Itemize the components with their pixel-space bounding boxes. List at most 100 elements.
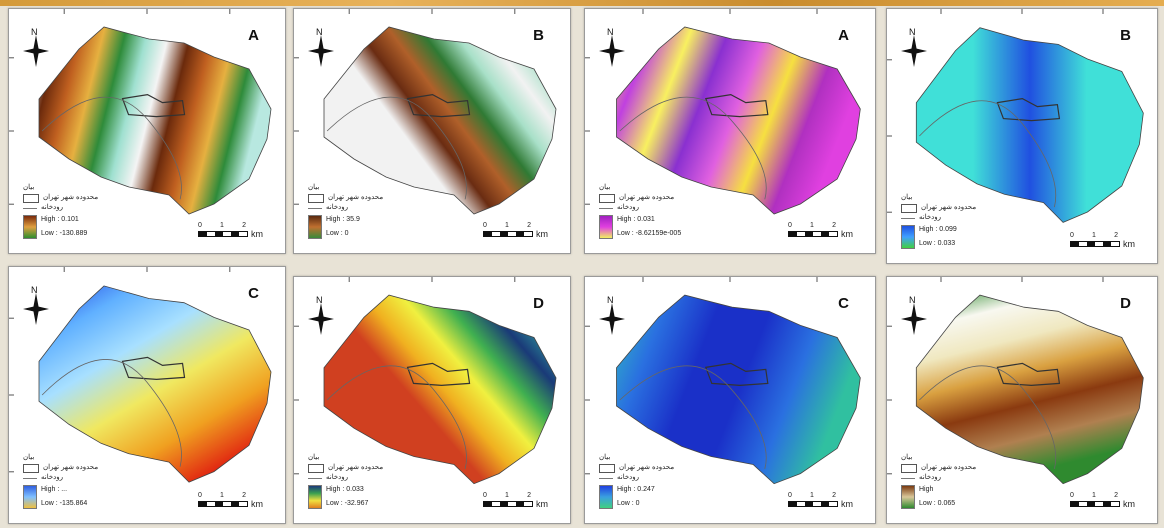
legend-city-label: محدوده شهر تهران [43,464,99,471]
legend-river-row: رودخانه [599,473,674,483]
legend-city-row: محدوده شهر تهران [599,463,674,473]
line-icon [901,477,915,479]
scale-tick: 1 [220,222,224,229]
scale-tick: 0 [1070,232,1074,239]
scale-segment [1070,501,1120,507]
city-boundary [121,356,186,381]
scale-tick: 1 [810,492,814,499]
panel-letter: D [1120,295,1131,312]
panel-letter: C [248,285,259,302]
line-icon [308,207,322,209]
scale-tick: 2 [527,222,531,229]
line-icon [23,477,37,479]
compass-rose-icon [901,35,927,67]
legend-title: بیان [308,454,320,461]
scale-segment [483,231,533,237]
river-line [919,365,1057,469]
map-legend: بیان محدوده شهر تهران رودخانه High : 0.101 L… [23,183,98,241]
basin-map [294,9,557,215]
scale-tick: 1 [505,222,509,229]
scale-tick: 0 [788,492,792,499]
legend-title: بیان [599,454,611,461]
legend-title: بیان [23,184,35,191]
river-line [919,100,1057,208]
scale-bar: 0 1 2 km [483,492,548,509]
compass-rose-icon [308,303,334,335]
scale-tick: 1 [505,492,509,499]
line-icon [599,207,613,209]
color-ramp [901,225,915,249]
legend-low-value: Low : -32.967 [326,500,369,507]
color-ramp [599,215,613,239]
legend-high-value: High : 35.9 [326,216,360,223]
map-panel: N A بیان محدوده شهر تهران رودخانه High : 0.03… [584,8,876,254]
legend-high-value: High : 0.031 [617,216,655,223]
legend-river-label: رودخانه [617,204,640,211]
scale-unit: km [841,499,853,509]
north-label: N [607,295,614,305]
line-icon [308,477,322,479]
line-icon [901,217,915,219]
legend-high-value: High [919,486,934,493]
scale-unit: km [251,499,263,509]
scale-segment [1070,241,1120,247]
legend-title: بیان [599,184,611,191]
polygon-outline-icon [308,193,324,203]
scale-bar: 0 1 2 km [198,492,263,509]
color-ramp [308,215,322,239]
city-boundary [996,97,1061,122]
legend-city-label: محدوده شهر تهران [328,194,384,201]
scale-bar: 0 1 2 km [1070,232,1135,249]
legend-river-row: رودخانه [901,473,976,483]
line-icon [23,207,37,209]
scale-bar: 0 1 2 km [788,222,853,239]
color-ramp [23,215,37,239]
line-icon [599,477,613,479]
north-label: N [909,27,916,37]
north-arrow-icon: N [19,27,53,71]
scale-tick: 1 [810,222,814,229]
legend-high-row: High : 0.033 Low : -32.967 [308,483,383,511]
legend-river-label: رودخانه [326,204,349,211]
legend-city-row: محدوده شهر تهران [23,193,98,203]
north-label: N [909,295,916,305]
legend-high-value: High : 0.101 [41,216,79,223]
polygon-outline-icon [599,463,615,473]
legend-low-value: Low : -130.889 [41,230,88,237]
polygon-outline-icon [901,463,917,473]
legend-title: بیان [308,184,320,191]
map-panel: N B بیان محدوده شهر تهران رودخانه High : 35.9… [293,8,571,254]
map-legend: بیان محدوده شهر تهران رودخانه High : 0.247 L… [599,453,674,511]
scale-tick: 2 [242,222,246,229]
compass-rose-icon [23,35,49,67]
legend-river-row: رودخانه [23,473,98,483]
legend-low-value: Low : -8.62159e-005 [617,230,682,237]
polygon-outline-icon [599,193,615,203]
scale-segment [483,501,533,507]
scale-unit: km [536,229,548,239]
north-arrow-icon: N [304,295,338,339]
compass-rose-icon [308,35,334,67]
scale-tick: 0 [788,222,792,229]
legend-high-value: High : ... [41,486,68,493]
map-legend: بیان محدوده شهر تهران رودخانه High : 35.9 Lo… [308,183,383,241]
scale-unit: km [536,499,548,509]
scale-tick: 2 [1114,232,1118,239]
legend-high-row: High : 0.099 Low : 0.033 [901,223,976,251]
legend-low-value: Low : -135.864 [41,500,88,507]
north-arrow-icon: N [897,295,931,339]
north-arrow-icon: N [595,27,629,71]
legend-high-row: High : ... Low : -135.864 [23,483,98,511]
north-arrow-icon: N [595,295,629,339]
scale-unit: km [1123,239,1135,249]
basin-map [585,9,861,215]
legend-city-label: محدوده شهر تهران [921,204,977,211]
legend-title: بیان [901,454,913,461]
scale-unit: km [251,229,263,239]
map-panel: N D بیان محدوده شهر تهران رودخانه High : 0.03… [293,276,571,524]
panel-letter: B [533,27,544,44]
scale-bar: 0 1 2 km [198,222,263,239]
basin-map [887,277,1144,485]
legend-city-row: محدوده شهر تهران [901,463,976,473]
river-line [619,365,767,469]
